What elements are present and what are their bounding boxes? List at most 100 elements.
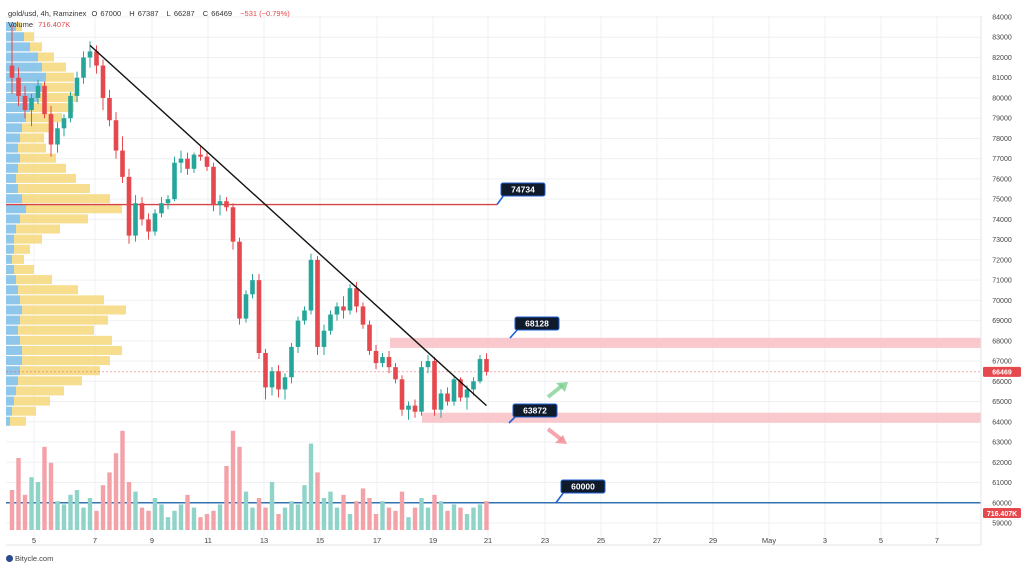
candle-body: [81, 57, 86, 78]
volume-profile-bar: [22, 194, 110, 204]
volume-bar: [432, 494, 437, 530]
volume-bar: [185, 494, 190, 530]
x-tick-label: May: [762, 536, 776, 545]
volume-bar: [250, 507, 255, 530]
volume-bar: [445, 510, 450, 530]
volume-bar: [81, 507, 86, 530]
x-tick-label: 25: [597, 536, 605, 545]
volume-profile-bar: [6, 133, 20, 143]
volume-bar: [204, 514, 210, 530]
volume-profile-bar: [6, 72, 46, 82]
y-tick-label: 81000: [992, 75, 1012, 82]
volume-profile-bar: [6, 153, 20, 163]
volume-bar: [367, 498, 372, 530]
candle-body: [425, 361, 431, 368]
volume-profile-bar: [6, 143, 18, 153]
volume-profile-bar: [6, 325, 18, 335]
candle-body: [484, 359, 489, 372]
level-label-68128-pointer: [509, 328, 519, 339]
volume-bar: [321, 498, 327, 530]
volume-bar: [16, 458, 21, 530]
candle-body: [380, 357, 385, 364]
volume-profile-bar: [20, 133, 44, 143]
y-tick-label: 76000: [992, 176, 1012, 183]
candle-body: [432, 361, 437, 410]
volume-bar: [237, 446, 242, 530]
candle-body: [139, 203, 145, 220]
y-tick-label: 68000: [992, 338, 1012, 345]
symbol-label[interactable]: gold/usd, 4h, Ramzinex: [8, 9, 87, 18]
volume-profile-bar: [16, 224, 60, 234]
volume-profile-bar: [14, 265, 34, 274]
volume-bar: [29, 477, 34, 530]
candle-body: [42, 85, 47, 115]
volume-bar: [94, 510, 99, 530]
volume-profile-bar: [12, 254, 24, 264]
volume-profile-bar: [20, 153, 56, 163]
volume-bar: [393, 510, 398, 530]
volume-bar: [230, 430, 236, 530]
volume-bar: [289, 501, 294, 530]
volume-profile-bar: [6, 234, 14, 244]
volume-profile-bar: [6, 123, 22, 133]
volume-bar: [399, 491, 405, 530]
volume-bar: [146, 510, 151, 530]
y-tick-label: 73000: [992, 237, 1012, 244]
volume-profile-bar: [6, 376, 18, 386]
volume-bar: [22, 494, 28, 530]
volume-line: Volume 716.407K: [8, 19, 293, 30]
volume-bar: [315, 472, 320, 530]
volume-bar: [282, 507, 288, 530]
candle-body: [438, 393, 444, 410]
volume-bar: [224, 466, 229, 530]
volume-profile-bar: [14, 234, 42, 244]
volume-bar: [334, 507, 340, 530]
candle-body: [243, 294, 249, 319]
volume-profile-bar: [18, 325, 94, 335]
volume-profile-bar: [18, 184, 90, 194]
volume-bar: [191, 507, 197, 530]
volume-bar: [484, 501, 489, 530]
volume-profile-bar: [6, 244, 14, 254]
volume-profile-bar: [22, 356, 110, 366]
volume-profile-bar: [22, 305, 126, 315]
volume-bar: [308, 443, 314, 530]
candle-body: [211, 166, 216, 206]
candle-body: [55, 128, 60, 145]
candle-body: [393, 367, 398, 380]
volume-profile-bar: [42, 62, 66, 72]
volume-bar: [113, 453, 119, 530]
y-tick-label: 59000: [992, 521, 1012, 528]
y-tick-label: 71000: [992, 278, 1012, 285]
volume-profile-bar: [6, 315, 20, 325]
candle-body: [29, 97, 34, 111]
candle-body: [464, 389, 470, 398]
candle-body: [172, 162, 177, 200]
candle-body: [354, 288, 359, 307]
candle-body: [419, 367, 424, 412]
candle-body: [367, 324, 372, 351]
volume-profile-bar: [6, 285, 18, 295]
candle-body: [87, 51, 93, 58]
volume-profile-bar: [6, 224, 16, 234]
candle-body: [360, 306, 366, 325]
volume-profile-bar: [22, 345, 122, 355]
current-price-text: 66469: [992, 370, 1012, 377]
volume-profile-bar: [6, 163, 18, 173]
x-tick-label: 13: [260, 536, 268, 545]
volume-bar: [386, 507, 392, 530]
y-tick-label: 65000: [992, 399, 1012, 406]
volume-profile-bar: [6, 22, 16, 32]
volume-bar: [328, 491, 333, 530]
volume-bar: [68, 494, 73, 530]
volume-profile-bar: [6, 82, 42, 92]
candle-body: [16, 77, 21, 96]
candle-body: [373, 350, 379, 364]
brand-label: Bitycle.com: [15, 554, 54, 563]
volume-profile-bar: [18, 163, 66, 173]
volume-bar: [35, 482, 41, 530]
volume-bar: [172, 510, 177, 530]
volume-profile-bar: [6, 356, 22, 366]
